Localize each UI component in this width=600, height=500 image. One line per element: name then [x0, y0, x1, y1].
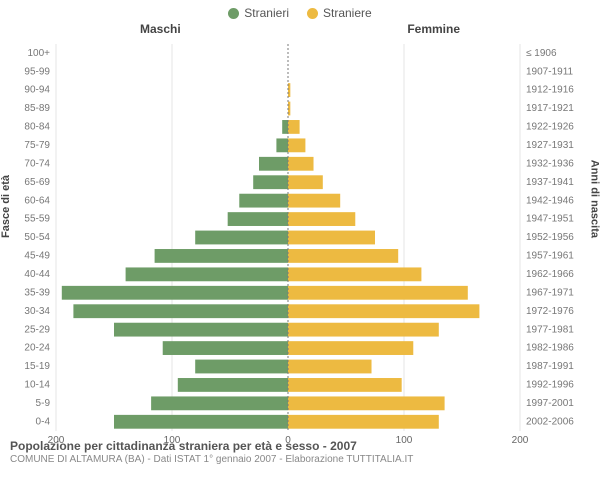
bar-female: [288, 396, 445, 410]
birth-label: 1947-1951: [526, 214, 574, 225]
age-label: 45-49: [24, 251, 50, 262]
birth-label: 1967-1971: [526, 287, 574, 298]
bar-male: [62, 286, 288, 300]
birth-label: 1937-1941: [526, 177, 574, 188]
legend: Stranieri Straniere: [0, 0, 600, 22]
bar-female: [288, 249, 398, 263]
x-tick: 200: [512, 435, 529, 446]
age-label: 80-84: [24, 122, 50, 133]
bar-male: [259, 157, 288, 171]
bar-male: [195, 360, 288, 374]
birth-label: 1917-1921: [526, 103, 574, 114]
age-label: 50-54: [24, 232, 50, 243]
bar-male: [195, 231, 288, 245]
x-tick: 0: [285, 435, 291, 446]
age-label: 90-94: [24, 85, 50, 96]
bar-male: [239, 194, 288, 208]
birth-label: 1962-1966: [526, 269, 574, 280]
bar-male: [163, 341, 288, 355]
y-axis-left-title: Fasce di età: [0, 175, 12, 238]
age-label: 35-39: [24, 287, 50, 298]
birth-label: 2002-2006: [526, 416, 574, 427]
bar-female: [288, 194, 340, 208]
age-label: 85-89: [24, 103, 50, 114]
birth-label: 1922-1926: [526, 122, 574, 133]
age-label: 55-59: [24, 214, 50, 225]
pyramid-svg: 100+ ≤ 1906 95-99 1907-1911 90-94 1912-1916 85…: [8, 40, 592, 435]
bar-male: [114, 415, 288, 429]
bar-female: [288, 323, 439, 337]
age-label: 0-4: [36, 416, 51, 427]
legend-swatch-female: [307, 8, 318, 19]
x-tick: 100: [396, 435, 413, 446]
bar-male: [155, 249, 288, 263]
birth-label: 1932-1936: [526, 158, 574, 169]
age-label: 70-74: [24, 158, 50, 169]
bar-female: [288, 157, 314, 171]
birth-label: 1912-1916: [526, 85, 574, 96]
bar-male: [276, 138, 288, 152]
birth-label: 1942-1946: [526, 195, 574, 206]
age-label: 95-99: [24, 66, 50, 77]
header-male: Maschi: [140, 22, 181, 36]
age-label: 40-44: [24, 269, 50, 280]
legend-item-female: Straniere: [307, 6, 372, 20]
birth-label: 1952-1956: [526, 232, 574, 243]
birth-label: 1972-1976: [526, 306, 574, 317]
legend-item-male: Stranieri: [228, 6, 289, 20]
header-female: Femmine: [407, 22, 460, 36]
bar-female: [288, 304, 479, 318]
bar-male: [151, 396, 288, 410]
birth-label: 1997-2001: [526, 398, 574, 409]
bar-female: [288, 138, 305, 152]
bar-male: [282, 120, 288, 134]
age-label: 100+: [27, 48, 50, 59]
bar-female: [288, 231, 375, 245]
birth-label: 1957-1961: [526, 251, 574, 262]
bar-female: [288, 212, 355, 226]
x-tick: 200: [48, 435, 65, 446]
x-tick: 100: [164, 435, 181, 446]
bar-male: [253, 175, 288, 189]
bar-male: [178, 378, 288, 392]
age-label: 20-24: [24, 343, 50, 354]
age-label: 25-29: [24, 324, 50, 335]
age-label: 10-14: [24, 380, 50, 391]
age-label: 30-34: [24, 306, 50, 317]
bar-female: [288, 120, 300, 134]
bar-male: [114, 323, 288, 337]
birth-label: 1982-1986: [526, 343, 574, 354]
bar-female: [288, 175, 323, 189]
bar-female: [288, 267, 421, 281]
bar-male: [126, 267, 288, 281]
age-label: 15-19: [24, 361, 50, 372]
chart-subtitle: COMUNE DI ALTAMURA (BA) - Dati ISTAT 1° …: [10, 454, 590, 465]
birth-label: 1992-1996: [526, 380, 574, 391]
bar-female: [288, 341, 413, 355]
bar-female: [288, 415, 439, 429]
legend-label-female: Straniere: [323, 6, 372, 20]
bar-male: [228, 212, 288, 226]
bar-female: [288, 360, 372, 374]
legend-label-male: Stranieri: [244, 6, 289, 20]
birth-label: ≤ 1906: [526, 48, 557, 59]
bar-female: [288, 378, 402, 392]
x-axis-ticks: 200 100 0 100 200: [8, 435, 592, 451]
age-label: 60-64: [24, 195, 50, 206]
birth-label: 1977-1981: [526, 324, 574, 335]
birth-label: 1987-1991: [526, 361, 574, 372]
age-label: 5-9: [36, 398, 51, 409]
birth-label: 1927-1931: [526, 140, 574, 151]
bar-female: [288, 286, 468, 300]
birth-label: 1907-1911: [526, 66, 574, 77]
pyramid-chart: Fasce di età Anni di nascita 100+≤ 19069…: [8, 40, 592, 435]
age-label: 75-79: [24, 140, 50, 151]
age-label: 65-69: [24, 177, 50, 188]
bar-male: [73, 304, 288, 318]
y-axis-right-title: Anni di nascita: [588, 159, 600, 237]
column-headers: Maschi Femmine: [0, 22, 600, 40]
legend-swatch-male: [228, 8, 239, 19]
